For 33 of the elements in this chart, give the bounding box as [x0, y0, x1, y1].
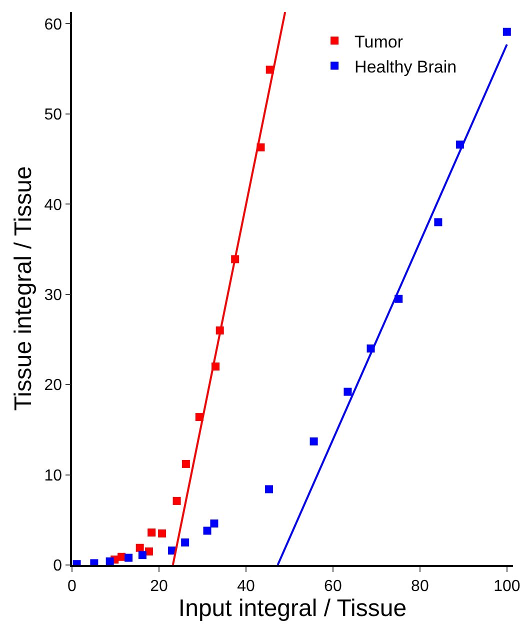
- point: [158, 529, 166, 538]
- y-tick-label: 40: [44, 196, 62, 214]
- y-tick-label: 0: [53, 558, 62, 575]
- legend-label: Healthy Brain: [354, 57, 457, 76]
- point: [203, 526, 212, 535]
- point: [124, 554, 133, 562]
- y-tick-label: 30: [44, 286, 62, 304]
- point: [181, 538, 190, 546]
- y-tick-label: 60: [44, 16, 62, 34]
- x-tick-label: 20: [150, 578, 168, 595]
- x-tick-label: 0: [68, 578, 77, 595]
- point: [434, 218, 442, 226]
- y-tick-label: 20: [44, 377, 62, 394]
- point: [148, 528, 156, 537]
- y-tick-label: 50: [44, 106, 62, 124]
- x-tick-label: 60: [324, 578, 342, 595]
- point: [106, 557, 114, 565]
- point: [210, 520, 218, 528]
- y-axis-title: Tissue integral / Tissue: [10, 166, 37, 411]
- legend-label: Tumor: [354, 32, 404, 52]
- point: [310, 437, 318, 446]
- point: [172, 496, 181, 505]
- x-tick-label: 100: [494, 578, 520, 595]
- x-tick-label: 80: [411, 578, 429, 595]
- point: [265, 485, 274, 494]
- x-axis-title: Input integral / Tissue: [178, 594, 407, 622]
- point: [182, 460, 190, 468]
- point: [136, 544, 144, 552]
- x-tick-label: 40: [237, 578, 255, 595]
- y-tick-label: 10: [44, 467, 62, 484]
- point: [502, 28, 511, 36]
- point: [138, 551, 146, 560]
- point: [344, 388, 352, 396]
